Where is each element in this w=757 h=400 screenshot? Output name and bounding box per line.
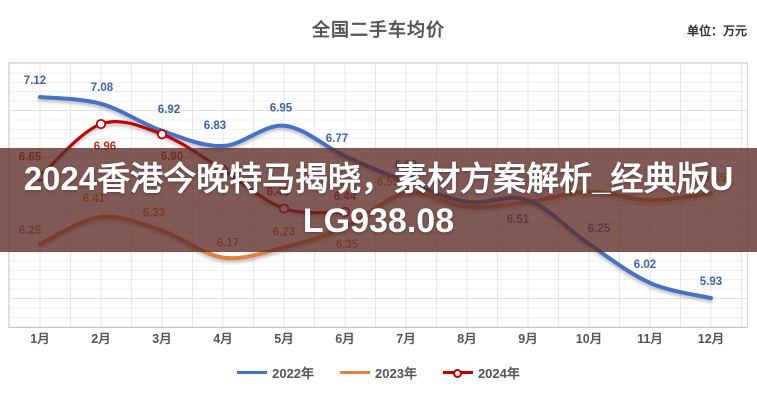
overlay-text-banner: 2024香港今晚特马揭晓，素材方案解析_经典版U LG938.08 bbox=[0, 148, 757, 252]
data-label: 6.95 bbox=[270, 103, 293, 115]
legend-item-2023年: 2023年 bbox=[340, 363, 417, 382]
legend-label: 2022年 bbox=[272, 366, 315, 381]
banner-text-line2: LG938.08 bbox=[302, 202, 455, 240]
x-axis-label: 5月 bbox=[274, 332, 293, 346]
data-label: 6.92 bbox=[158, 104, 180, 116]
x-axis-label: 6月 bbox=[335, 332, 354, 346]
data-label: 7.08 bbox=[91, 82, 114, 94]
legend-marker-dot bbox=[452, 369, 462, 378]
legend-item-2022年: 2022年 bbox=[237, 363, 314, 382]
legend-line-swatch bbox=[237, 371, 268, 374]
x-axis-label: 7月 bbox=[396, 332, 415, 346]
x-axis-label: 8月 bbox=[457, 332, 476, 346]
unit-label: 单位：万元 bbox=[686, 24, 747, 38]
chart-legend: 2022年 2023年 2024年 bbox=[0, 363, 757, 382]
x-axis-label: 2月 bbox=[91, 332, 110, 346]
legend-label: 2024年 bbox=[477, 366, 520, 381]
data-point-marker bbox=[156, 129, 168, 140]
legend-label: 2023年 bbox=[375, 366, 417, 381]
data-label: 7.12 bbox=[24, 75, 46, 87]
data-label: 6.02 bbox=[634, 259, 656, 271]
x-axis-label: 1月 bbox=[30, 332, 49, 346]
legend-item-2024年: 2024年 bbox=[442, 363, 520, 382]
x-axis-label: 12月 bbox=[698, 332, 724, 346]
data-label: 6.77 bbox=[326, 133, 348, 145]
x-axis-label: 9月 bbox=[518, 332, 537, 346]
x-axis-label: 4月 bbox=[213, 332, 232, 346]
legend-line-swatch bbox=[442, 369, 473, 378]
x-axis-label: 10月 bbox=[576, 332, 602, 346]
chart-title: 全国二手车均价 bbox=[312, 20, 445, 40]
data-label: 6.83 bbox=[204, 120, 226, 132]
data-label: 5.93 bbox=[700, 276, 722, 288]
banner-text-line1: 2024香港今晚特马揭晓，素材方案解析_经典版U bbox=[23, 160, 734, 197]
legend-line-swatch bbox=[340, 371, 371, 374]
x-axis-label: 11月 bbox=[637, 332, 663, 346]
x-axis-label: 3月 bbox=[152, 332, 171, 346]
data-point-marker bbox=[95, 118, 107, 130]
